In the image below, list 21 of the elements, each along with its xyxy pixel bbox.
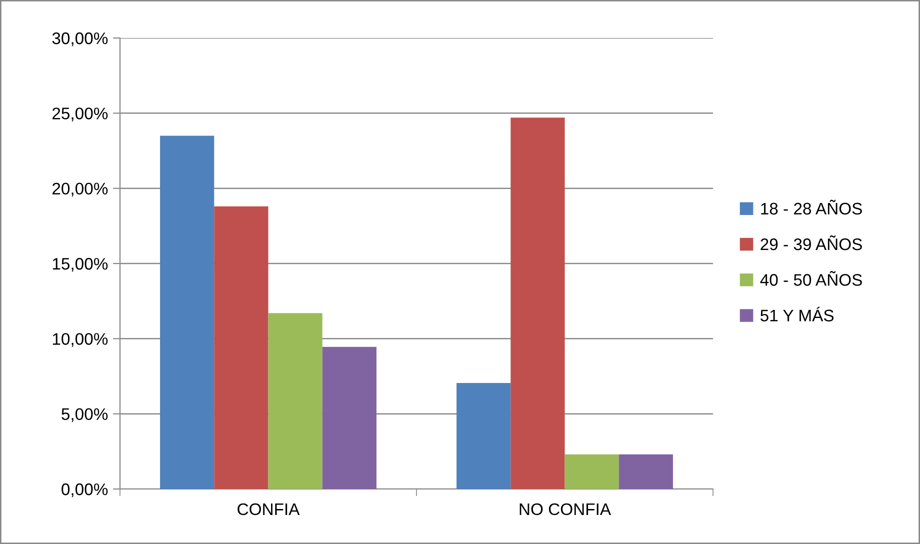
bar	[456, 383, 511, 489]
bar	[214, 206, 268, 489]
legend-label: 18 - 28 AÑOS	[761, 200, 862, 215]
x-tick-label: CONFIA	[238, 503, 300, 516]
x-tick-label: NO CONFIA	[520, 503, 612, 516]
y-tick-label: 25,00%	[52, 108, 108, 122]
legend-label: 40 - 50 AÑOS	[760, 271, 862, 286]
legend-label: 29 - 39 AÑOS	[760, 235, 862, 250]
y-tick-label: 15,00%	[52, 258, 108, 272]
y-tick-label: 5,00%	[62, 408, 108, 422]
y-tick-label: 0,00%	[62, 483, 108, 498]
y-tick-label: 30,00%	[52, 32, 108, 46]
legend-label: 51 Y MÁS	[760, 306, 834, 322]
bar	[510, 118, 565, 489]
bar	[160, 136, 214, 489]
bar	[618, 454, 673, 489]
y-tick-label: 10,00%	[52, 333, 108, 347]
bar	[322, 346, 376, 489]
y-tick-label: 20,00%	[52, 182, 108, 197]
bar	[564, 454, 619, 489]
bar	[268, 313, 322, 489]
